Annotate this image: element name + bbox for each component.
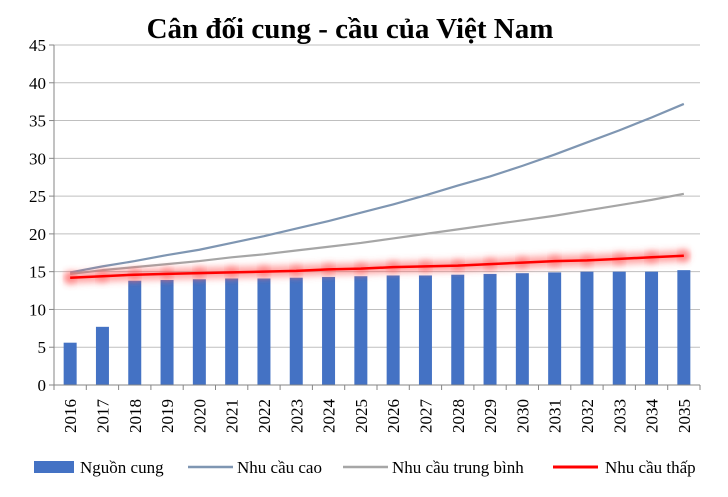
x-tick-label: 2030	[513, 399, 532, 433]
series-line	[69, 102, 685, 274]
x-tick-label: 2034	[643, 399, 662, 434]
x-tick-label: 2016	[61, 399, 80, 433]
x-tick-label: 2027	[416, 399, 435, 434]
bar	[386, 275, 400, 385]
x-tick-label: 2025	[352, 399, 371, 433]
x-tick-label: 2032	[578, 399, 597, 433]
data-point	[677, 249, 690, 262]
x-tick-label: 2033	[610, 399, 629, 433]
x-tick-label: 2029	[481, 399, 500, 433]
y-tick-label: 5	[38, 338, 47, 357]
x-tick-label: 2017	[93, 399, 112, 434]
bar	[418, 275, 432, 385]
y-axis-ticks: 0 5 10 15 20 25 30 35 40 45	[29, 36, 54, 395]
bar	[225, 278, 239, 385]
y-tick-label: 15	[29, 263, 46, 282]
bar	[580, 271, 594, 385]
y-tick-label: 40	[29, 74, 46, 93]
x-tick-label: 2023	[287, 399, 306, 433]
legend: Nguồn cung Nhu cầu cao Nhu cầu trung bình N…	[34, 458, 696, 477]
bar	[192, 279, 206, 385]
x-axis-ticks: 2016 2017 2018 2019 2020 2021 2022 2023 2024 2025…	[53, 385, 701, 434]
legend-label: Nhu cầu thấp	[605, 458, 696, 477]
legend-marker	[34, 461, 74, 473]
y-tick-label: 10	[29, 300, 46, 319]
x-tick-label: 2031	[546, 399, 565, 433]
x-tick-label: 2022	[255, 399, 274, 433]
bar	[548, 272, 562, 385]
bar	[95, 326, 109, 385]
axes	[53, 45, 700, 386]
bar	[354, 276, 368, 385]
bar	[257, 278, 271, 385]
x-tick-label: 2019	[158, 399, 177, 433]
bar	[515, 273, 529, 385]
bar	[160, 279, 174, 385]
x-tick-label: 2018	[126, 399, 145, 433]
x-tick-label: 2026	[384, 399, 403, 433]
y-tick-label: 0	[38, 376, 47, 395]
legend-label: Nhu cầu trung bình	[392, 458, 524, 477]
bar	[63, 342, 77, 385]
line-series	[64, 102, 690, 284]
x-tick-label: 2020	[190, 399, 209, 433]
gridlines	[54, 44, 700, 348]
bar	[645, 271, 659, 385]
series-line	[70, 192, 685, 276]
x-tick-label: 2021	[223, 399, 242, 433]
bar	[289, 277, 303, 385]
x-tick-label: 2024	[320, 399, 339, 434]
y-tick-label: 25	[29, 187, 46, 206]
bar-series	[63, 270, 691, 385]
y-tick-label: 30	[29, 149, 46, 168]
x-tick-label: 2035	[675, 399, 694, 433]
bar	[677, 270, 691, 385]
legend-label: Nguồn cung	[80, 458, 164, 477]
bar	[451, 274, 465, 385]
y-tick-label: 35	[29, 112, 46, 131]
bar	[322, 276, 336, 385]
x-tick-label: 2028	[449, 399, 468, 433]
bar	[128, 280, 142, 385]
bar	[612, 271, 626, 385]
y-tick-label: 20	[29, 225, 46, 244]
chart-title: Cân đối cung - cầu của Việt Nam	[147, 13, 554, 45]
series-line	[70, 254, 684, 279]
bar	[483, 273, 497, 385]
y-tick-label: 45	[29, 36, 46, 55]
legend-label: Nhu cầu cao	[237, 458, 322, 477]
